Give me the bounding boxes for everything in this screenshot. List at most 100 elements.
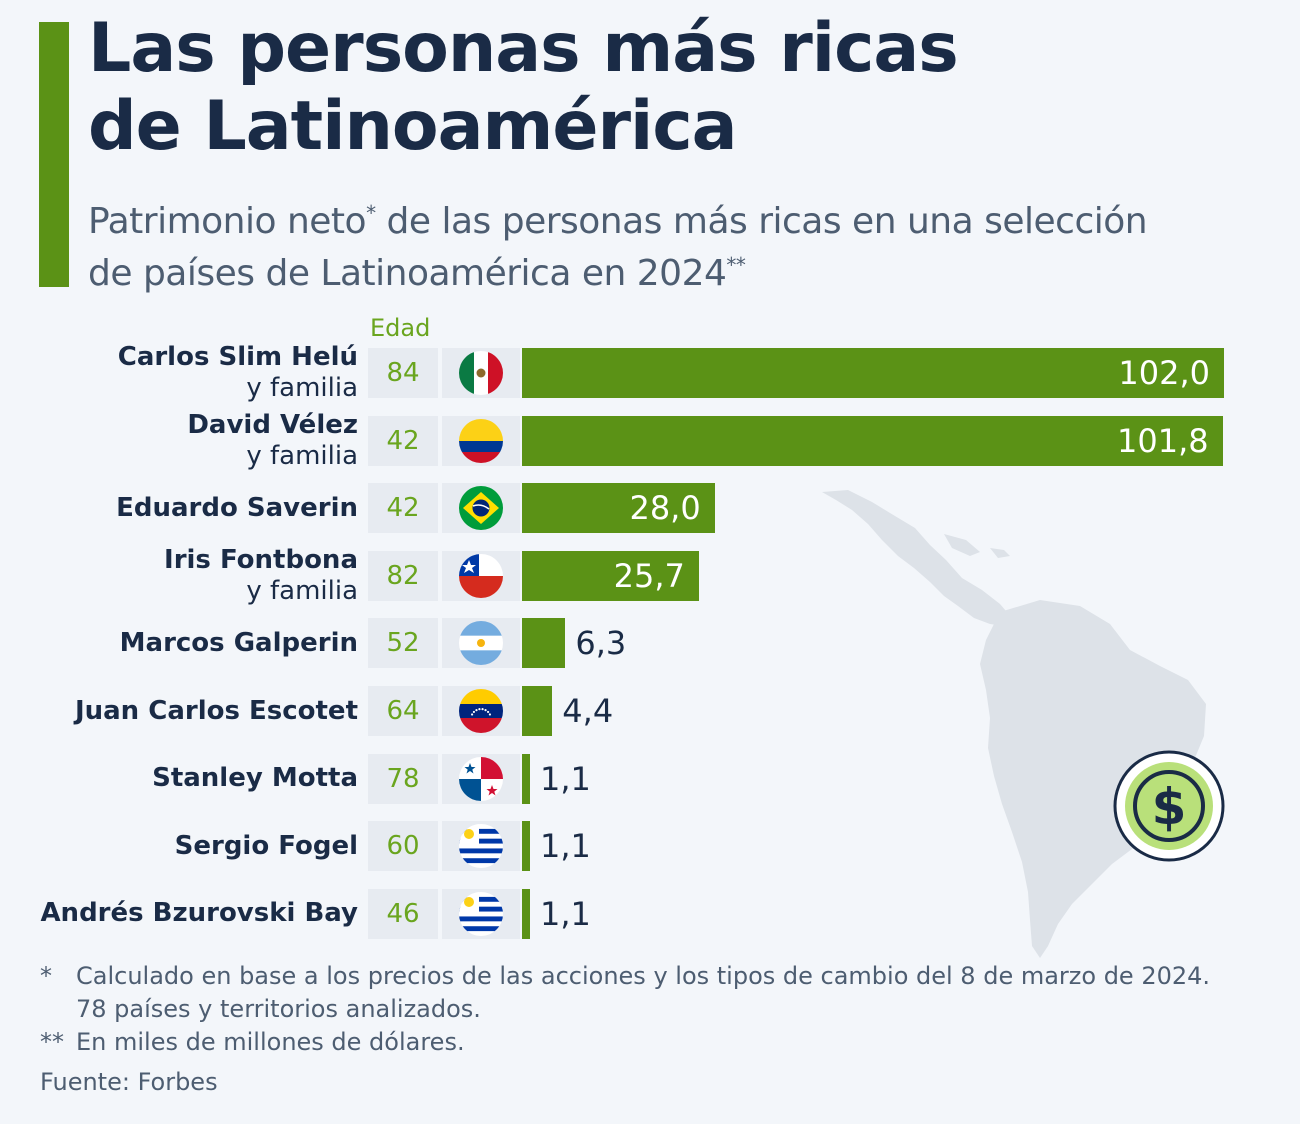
person-name: Andrés Bzurovski Bay	[18, 889, 358, 939]
subtitle-line-1: Patrimonio neto* de las personas más ric…	[88, 196, 1278, 248]
person-name: Stanley Motta	[18, 754, 358, 804]
data-label: 1,1	[540, 827, 591, 866]
tick-label: Eduardo Saverin	[116, 492, 358, 523]
bar	[522, 348, 1224, 398]
chile-flag-icon	[459, 553, 503, 598]
person-name: David Vélez y familia	[18, 410, 358, 471]
data-label: 28,0	[629, 489, 701, 528]
tick-label: Stanley Motta	[152, 763, 358, 794]
flag-cell	[442, 753, 520, 804]
chart-row: Eduardo Saverin 42 28,0	[0, 483, 1300, 534]
footnotes: * Calculado en base a los precios de las…	[40, 960, 1210, 1059]
footnote-1-line-1: Calculado en base a los precios de las a…	[76, 962, 1211, 990]
age-value: 46	[368, 888, 438, 939]
flag-cell	[442, 618, 520, 669]
data-label: 102,0	[1118, 354, 1210, 392]
chart-row: Iris Fontbona y familia 82 25,7	[0, 545, 1300, 606]
uruguay-flag-icon	[459, 891, 503, 936]
tick-label: Andrés Bzurovski Bay	[40, 898, 358, 929]
bar	[522, 550, 699, 601]
data-label: 4,4	[562, 692, 614, 730]
subtitle-text-1: Patrimonio neto	[88, 201, 367, 242]
chart-row: Carlos Slim Helú y familia 84 102,0	[0, 342, 1300, 403]
person-name: Eduardo Saverin	[18, 483, 358, 533]
flag-cell	[442, 483, 520, 534]
bar	[522, 821, 530, 872]
subtitle-text-2: de las personas más ricas en una selecci…	[375, 201, 1148, 242]
colombia-flag-icon	[459, 418, 503, 463]
chart-row: Andrés Bzurovski Bay 46 1,1	[0, 888, 1300, 939]
bar	[522, 415, 1223, 466]
flag-cell	[442, 821, 520, 872]
data-label: 1,1	[540, 759, 591, 798]
venezuela-flag-icon	[459, 689, 503, 733]
person-name: Sergio Fogel	[18, 821, 358, 871]
title-line-1: Las personas más ricas	[88, 9, 959, 88]
tick-label: David Vélez	[187, 409, 358, 440]
flag-cell	[442, 550, 520, 601]
chart-row: Stanley Motta 78 1,1	[0, 753, 1300, 804]
tick-label-sub: y familia	[246, 440, 358, 471]
bar	[522, 753, 530, 804]
footnote-1-text: Calculado en base a los precios de las a…	[76, 960, 1210, 1026]
age-value: 52	[368, 618, 438, 669]
argentina-flag-icon	[459, 621, 503, 666]
chart-title: Las personas más ricas de Latinoamérica	[88, 9, 959, 166]
uruguay-flag-icon	[459, 824, 503, 869]
brazil-flag-icon	[459, 486, 503, 531]
subtitle-footnote-mark-1: *	[366, 201, 376, 225]
mexico-flag-icon	[459, 351, 503, 395]
person-name: Iris Fontbona y familia	[18, 545, 358, 606]
age-value: 82	[368, 550, 438, 601]
data-label: 101,8	[1117, 421, 1209, 460]
chart-row: Marcos Galperin 52 6,3	[0, 618, 1300, 669]
footnote-1-mark: *	[40, 962, 52, 990]
flag-cell	[442, 415, 520, 466]
subtitle-footnote-mark-2: **	[726, 253, 746, 277]
age-value: 60	[368, 821, 438, 872]
chart-row: Sergio Fogel 60 1,1	[0, 821, 1300, 872]
age-value: 42	[368, 483, 438, 534]
dollar-icon: $	[1113, 750, 1225, 862]
data-label: 6,3	[575, 624, 627, 663]
person-name: Juan Carlos Escotet	[18, 686, 358, 736]
person-name: Marcos Galperin	[18, 618, 358, 668]
chart-row: David Vélez y familia 42 101,8	[0, 410, 1300, 471]
source-credit: Fuente: Forbes	[40, 1068, 218, 1096]
age-value: 64	[368, 686, 438, 736]
footnote-2: ** En miles de millones de dólares.	[40, 1026, 1210, 1059]
chart-subtitle: Patrimonio neto* de las personas más ric…	[88, 196, 1278, 300]
panama-flag-icon	[459, 756, 503, 801]
person-name: Carlos Slim Helú y familia	[18, 342, 358, 403]
flag-cell	[442, 888, 520, 939]
tick-label: Carlos Slim Helú	[117, 342, 358, 372]
bar	[522, 618, 566, 669]
flag-cell	[442, 686, 520, 736]
footnote-2-text: En miles de millones de dólares.	[76, 1028, 465, 1056]
footnote-1: * Calculado en base a los precios de las…	[40, 960, 1210, 1026]
title-line-2: de Latinoamérica	[88, 87, 738, 166]
age-value: 84	[368, 348, 438, 398]
age-value: 78	[368, 753, 438, 804]
accent-bar	[39, 22, 69, 287]
bar	[522, 483, 715, 534]
flag-cell	[442, 348, 520, 398]
data-label: 1,1	[540, 894, 591, 933]
footnote-1-line-2: 78 países y territorios analizados.	[76, 995, 481, 1023]
age-column-header: Edad	[370, 314, 431, 342]
tick-label: Juan Carlos Escotet	[74, 695, 358, 726]
subtitle-text-3: de países de Latinoamérica en 2024	[88, 253, 727, 294]
footnote-2-mark: **	[40, 1028, 64, 1056]
bar	[522, 888, 530, 939]
tick-label: Marcos Galperin	[119, 627, 358, 658]
bar	[522, 686, 553, 736]
tick-label-sub: y familia	[246, 373, 358, 403]
tick-label: Sergio Fogel	[174, 830, 358, 861]
data-label: 25,7	[613, 556, 685, 595]
subtitle-line-2: de países de Latinoamérica en 2024**	[88, 248, 1278, 300]
svg-text:$: $	[1152, 778, 1187, 836]
chart-row: Juan Carlos Escotet 64 4,4	[0, 686, 1300, 736]
tick-label-sub: y familia	[246, 575, 358, 606]
tick-label: Iris Fontbona	[164, 544, 358, 575]
